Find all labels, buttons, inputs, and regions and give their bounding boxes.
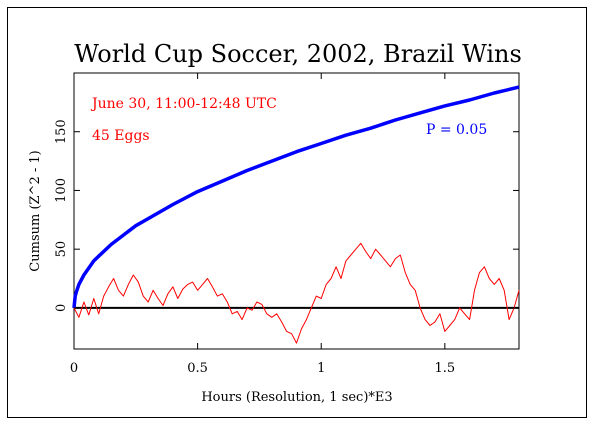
x-tick-label: 0 (70, 361, 78, 376)
y-tick-label: 100 (54, 178, 69, 203)
eggs-annotation: 45 Eggs (92, 128, 150, 144)
y-tick-label: 50 (54, 241, 69, 258)
axis-ticks: 0 0.5 1 1.5 0 50 100 150 (54, 73, 519, 376)
y-tick-label: 0 (54, 304, 69, 312)
x-axis-label: Hours (Resolution, 1 sec)*E3 (201, 390, 392, 405)
x-tick-label: 1 (317, 361, 325, 376)
date-annotation: June 30, 11:00-12:48 UTC (90, 96, 277, 112)
y-axis-label: Cumsum (Z^2 - 1) (28, 150, 43, 271)
chart-title: World Cup Soccer, 2002, Brazil Wins (74, 40, 522, 68)
cumsum-line (73, 242, 520, 344)
figure-border (7, 7, 587, 418)
x-tick-label: 1.5 (434, 361, 455, 376)
envelope-line (72, 85, 520, 309)
series-marks (72, 85, 520, 344)
plot-area (73, 72, 520, 350)
p-value-label: P = 0.05 (426, 122, 487, 138)
y-tick-label: 150 (54, 119, 69, 144)
x-tick-label: 0.5 (187, 361, 208, 376)
plot-frame (73, 72, 520, 350)
